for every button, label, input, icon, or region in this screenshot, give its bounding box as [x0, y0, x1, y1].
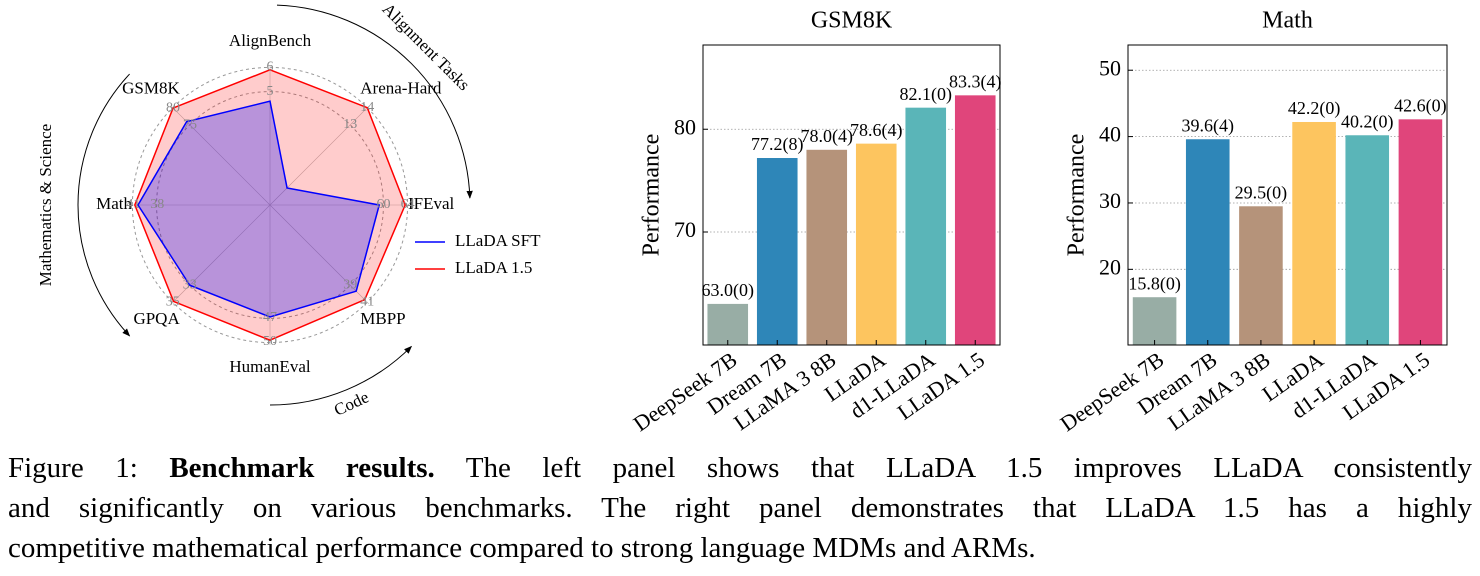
value-label: 83.3(4) — [949, 71, 1002, 92]
bar — [954, 95, 996, 345]
radial-tick-label: 39 — [343, 277, 357, 292]
bar — [1345, 135, 1390, 345]
radial-tick-label: 5 — [267, 84, 274, 99]
caption-line: and significantly on various benchmarks.… — [8, 492, 1472, 524]
caption-label: Figure 1: — [8, 452, 138, 484]
radial-tick-label: 13 — [343, 117, 357, 132]
legend-label: LLaDA 1.5 — [455, 258, 532, 277]
plot-frame — [702, 44, 1001, 346]
radar-area — [133, 69, 406, 342]
axis-label: Math — [96, 194, 132, 213]
figure: AlignBench Arena-Hard IFEval MBPP HumanEval G… — [36, 0, 1448, 436]
chart-title: GSM8K — [811, 8, 893, 34]
radial-tick-label: 6 — [267, 60, 274, 75]
value-label: 63.0(0) — [702, 280, 755, 301]
bar — [756, 158, 798, 345]
caption-line: competitive mathematical performance com… — [8, 532, 1036, 564]
radial-tick-label: 47 — [263, 310, 277, 325]
value-label: 82.1(0) — [900, 84, 953, 105]
radar-area — [137, 100, 381, 318]
caption-title: Benchmark results. — [169, 452, 435, 484]
bar — [1292, 121, 1336, 345]
value-label: 78.0(4) — [801, 126, 854, 147]
bar — [1132, 297, 1177, 345]
bar — [1239, 206, 1283, 345]
y-tick-label: 70 — [674, 217, 696, 242]
radial-tick-label: 38 — [150, 197, 164, 212]
value-label: 29.5(0) — [1235, 182, 1288, 203]
radial-tick-label: 50 — [263, 334, 277, 349]
value-label: 78.6(4) — [850, 120, 903, 141]
bar — [1185, 139, 1230, 345]
value-label: 42.2(0) — [1288, 98, 1341, 119]
group-label: Code — [331, 387, 372, 419]
bar — [806, 149, 848, 345]
y-tick-label: 20 — [1099, 254, 1121, 279]
bar — [1398, 119, 1443, 346]
radial-tick-label: 64 — [401, 197, 415, 212]
axis-label: IFEval — [408, 194, 455, 213]
axis-label: HumanEval — [229, 357, 310, 376]
axis-label: MBPP — [360, 309, 405, 328]
radial-tick-label: 60 — [376, 197, 390, 212]
plot-frame — [1127, 44, 1448, 346]
axis-label: Arena-Hard — [360, 79, 442, 98]
legend-label: LLaDA SFT — [455, 231, 541, 250]
bar — [707, 303, 749, 345]
radial-tick-label: 14 — [360, 100, 374, 115]
y-tick-label: 80 — [674, 114, 696, 139]
radial-tick-label: 41 — [360, 295, 374, 310]
group-arrow — [77, 73, 131, 337]
chart-title: Math — [1262, 8, 1313, 34]
radial-tick-label: 75 — [183, 117, 197, 132]
value-label: 40.2(0) — [1341, 111, 1394, 132]
group-arrow — [269, 345, 412, 406]
caption: Figure 1: Benchmark results. The left pa… — [8, 448, 1472, 568]
spoke — [269, 204, 370, 305]
y-tick-label: 50 — [1099, 55, 1121, 80]
radial-tick-label: 41 — [126, 197, 140, 212]
value-label: 39.6(4) — [1182, 115, 1235, 136]
axis-label: GSM8K — [122, 79, 180, 98]
value-label: 15.8(0) — [1128, 273, 1181, 294]
radial-tick-label: 35 — [166, 295, 180, 310]
group-arrow — [276, 4, 473, 199]
caption-line: The left panel shows that LLaDA 1.5 impr… — [465, 452, 1472, 484]
radial-tick-label: 33 — [183, 277, 197, 292]
axis-label: GPQA — [133, 309, 180, 328]
axis-label: AlignBench — [229, 31, 312, 50]
radial-tick-label: 80 — [166, 100, 180, 115]
group-label: Mathematics & Science — [36, 124, 55, 286]
value-label: 77.2(8) — [751, 134, 804, 155]
y-axis-label: Performance — [1064, 134, 1090, 257]
spoke — [170, 204, 271, 305]
bar — [905, 107, 947, 345]
y-tick-label: 30 — [1099, 188, 1121, 213]
spoke — [170, 105, 271, 206]
y-tick-label: 40 — [1099, 122, 1121, 147]
bar — [855, 143, 897, 345]
y-axis-label: Performance — [639, 134, 665, 257]
value-label: 42.6(0) — [1394, 95, 1447, 116]
